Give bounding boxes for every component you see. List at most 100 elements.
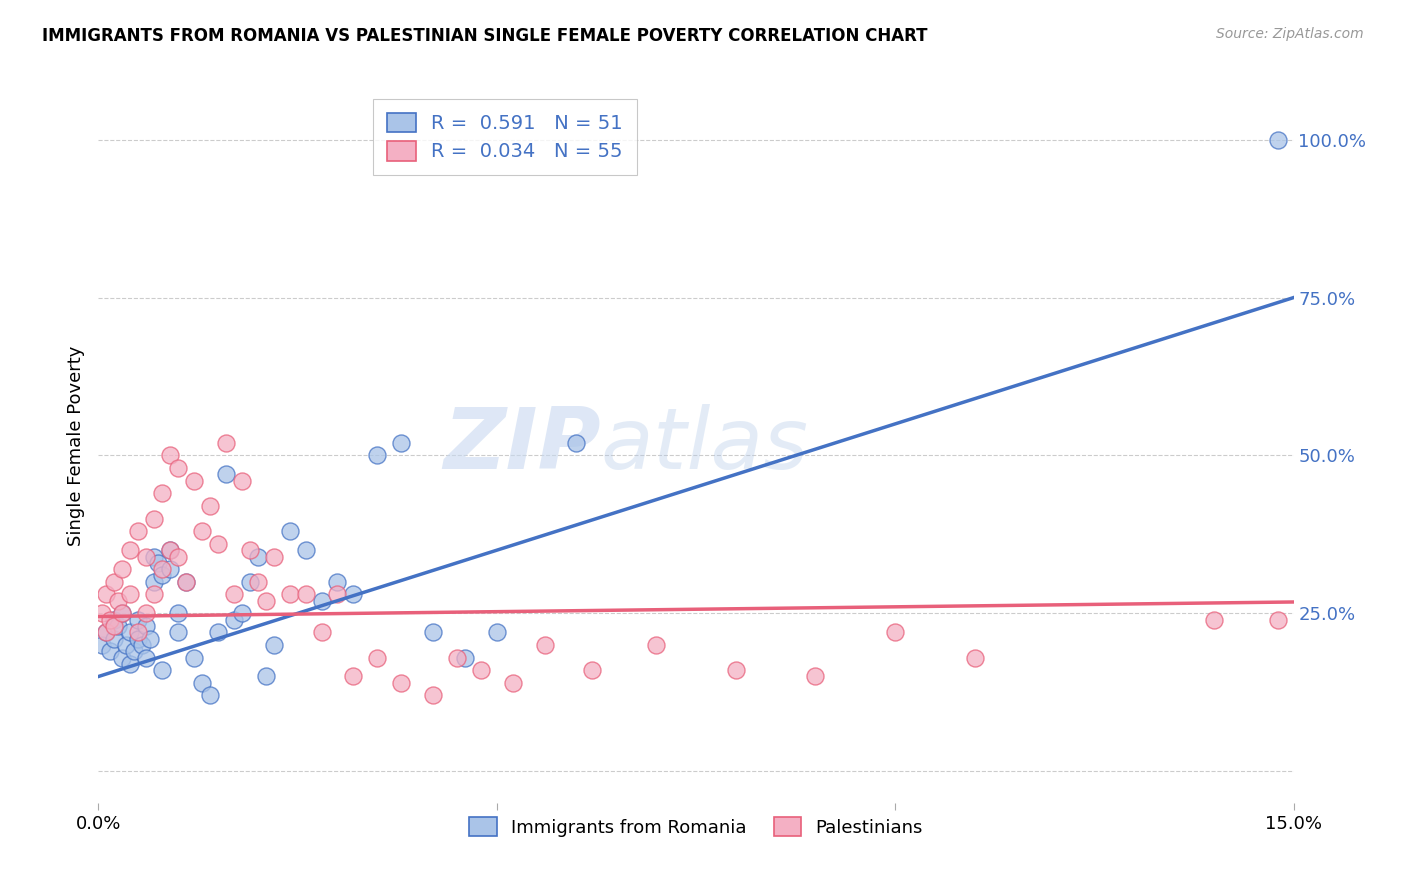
Point xyxy=(215,435,238,450)
Text: IMMIGRANTS FROM ROMANIA VS PALESTINIAN SINGLE FEMALE POVERTY CORRELATION CHART: IMMIGRANTS FROM ROMANIA VS PALESTINIAN S… xyxy=(42,27,928,45)
Point xyxy=(103,574,125,589)
Point xyxy=(96,625,118,640)
Point xyxy=(581,663,603,677)
Point xyxy=(150,568,173,582)
Point xyxy=(311,593,333,607)
Point xyxy=(143,511,166,525)
Point xyxy=(366,449,388,463)
Point xyxy=(222,613,245,627)
Point xyxy=(167,461,190,475)
Point xyxy=(111,562,134,576)
Point xyxy=(148,556,170,570)
Point xyxy=(207,625,229,640)
Point xyxy=(389,435,412,450)
Point xyxy=(167,549,190,564)
Point xyxy=(143,587,166,601)
Point xyxy=(124,644,146,658)
Point xyxy=(231,474,253,488)
Point xyxy=(198,499,221,513)
Point xyxy=(963,650,986,665)
Point xyxy=(326,587,349,601)
Point xyxy=(115,638,138,652)
Point xyxy=(191,524,214,539)
Point xyxy=(198,689,221,703)
Point xyxy=(111,650,134,665)
Point xyxy=(207,537,229,551)
Legend: Immigrants from Romania, Palestinians: Immigrants from Romania, Palestinians xyxy=(463,810,929,844)
Point xyxy=(127,625,149,640)
Point xyxy=(135,650,157,665)
Point xyxy=(135,607,157,621)
Point xyxy=(159,543,181,558)
Point xyxy=(565,435,588,450)
Point xyxy=(278,524,301,539)
Point xyxy=(263,549,285,564)
Point xyxy=(645,638,668,652)
Point xyxy=(1267,613,1289,627)
Point xyxy=(222,587,245,601)
Point xyxy=(342,587,364,601)
Point xyxy=(485,625,508,640)
Point xyxy=(422,689,444,703)
Point xyxy=(135,549,157,564)
Point xyxy=(107,593,129,607)
Point xyxy=(103,619,125,633)
Point xyxy=(326,574,349,589)
Point xyxy=(246,549,269,564)
Point xyxy=(231,607,253,621)
Point xyxy=(120,587,142,601)
Point xyxy=(96,625,118,640)
Point xyxy=(150,562,173,576)
Point xyxy=(139,632,162,646)
Point xyxy=(239,574,262,589)
Point xyxy=(159,543,181,558)
Point xyxy=(454,650,477,665)
Point xyxy=(366,650,388,665)
Point xyxy=(183,474,205,488)
Point xyxy=(239,543,262,558)
Point xyxy=(159,562,181,576)
Point xyxy=(167,625,190,640)
Point xyxy=(502,675,524,690)
Point xyxy=(103,613,125,627)
Point xyxy=(294,587,316,601)
Point xyxy=(167,607,190,621)
Point xyxy=(111,607,134,621)
Point xyxy=(96,587,118,601)
Point xyxy=(254,669,277,683)
Point xyxy=(191,675,214,690)
Point xyxy=(131,638,153,652)
Point xyxy=(311,625,333,640)
Point xyxy=(91,638,114,652)
Point xyxy=(127,524,149,539)
Point xyxy=(143,549,166,564)
Point xyxy=(1267,133,1289,147)
Point xyxy=(107,619,129,633)
Point xyxy=(263,638,285,652)
Point xyxy=(446,650,468,665)
Point xyxy=(342,669,364,683)
Point xyxy=(120,625,142,640)
Point xyxy=(120,657,142,671)
Point xyxy=(278,587,301,601)
Text: atlas: atlas xyxy=(600,404,808,488)
Point xyxy=(215,467,238,482)
Text: ZIP: ZIP xyxy=(443,404,600,488)
Point xyxy=(98,644,122,658)
Point xyxy=(183,650,205,665)
Point xyxy=(884,625,907,640)
Point xyxy=(120,543,142,558)
Point xyxy=(533,638,555,652)
Point xyxy=(127,613,149,627)
Point xyxy=(174,574,197,589)
Point xyxy=(127,632,149,646)
Point xyxy=(804,669,827,683)
Point xyxy=(150,663,173,677)
Point xyxy=(150,486,173,500)
Point xyxy=(254,593,277,607)
Y-axis label: Single Female Poverty: Single Female Poverty xyxy=(66,346,84,546)
Point xyxy=(470,663,492,677)
Point xyxy=(246,574,269,589)
Text: Source: ZipAtlas.com: Source: ZipAtlas.com xyxy=(1216,27,1364,41)
Point xyxy=(174,574,197,589)
